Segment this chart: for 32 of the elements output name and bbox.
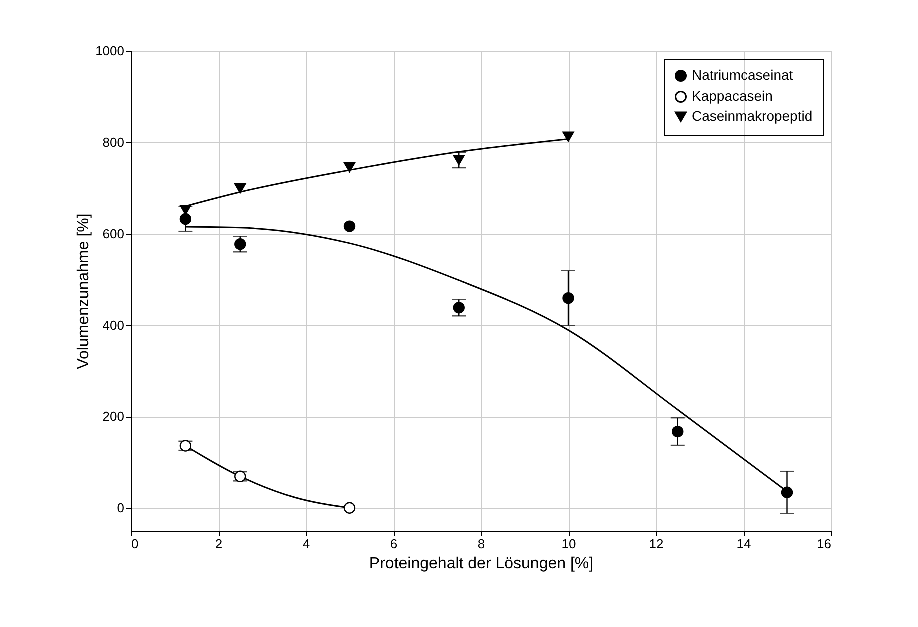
point <box>344 162 356 173</box>
y-tick-label: 800 <box>102 134 124 150</box>
y-axis-title: Volumenzunahme [%] <box>76 214 93 370</box>
x-tick-label: 12 <box>649 536 664 552</box>
y-tick-label: 600 <box>102 226 124 242</box>
y-tick-label: 200 <box>102 409 124 424</box>
x-axis-title: Proteingehalt der Lösungen [%] <box>369 556 594 572</box>
x-tick-label: 16 <box>817 536 832 552</box>
point <box>562 132 574 142</box>
x-tick-label: 6 <box>390 536 398 552</box>
x-tick-label: 14 <box>736 536 752 552</box>
point <box>781 486 794 498</box>
y-tick-label: 1000 <box>96 44 124 58</box>
legend-label: Natriumcaseinat <box>692 67 794 83</box>
x-tick-label: 0 <box>132 536 139 552</box>
point <box>344 502 356 514</box>
x-tick-label: 8 <box>478 536 486 552</box>
point <box>453 302 465 314</box>
y-tick-label: 400 <box>102 318 124 333</box>
x-tick-label: 10 <box>562 536 576 552</box>
point <box>453 155 465 166</box>
legend-label: Caseinmakropeptid <box>692 108 813 124</box>
point <box>562 292 574 304</box>
y-tick-label: 0 <box>117 500 124 516</box>
legend-label: Kappacasein <box>692 88 773 104</box>
point <box>180 213 192 226</box>
point <box>234 238 246 250</box>
x-tick-label: 4 <box>302 536 310 552</box>
point <box>234 183 246 194</box>
point <box>672 426 684 438</box>
x-tick-label: 2 <box>215 536 223 552</box>
point <box>344 220 356 232</box>
